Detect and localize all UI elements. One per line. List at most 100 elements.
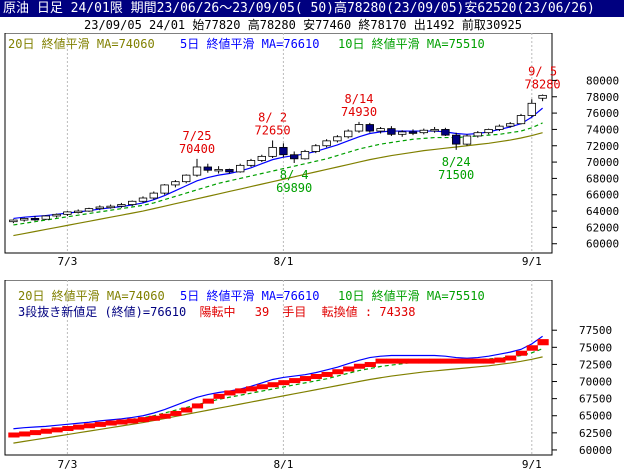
info-unit: 手目 — [282, 305, 306, 319]
newprice-brick — [310, 374, 322, 379]
newprice-brick — [505, 355, 517, 361]
y-tick-label: 72500 — [579, 358, 612, 371]
y-tick-label: 70000 — [579, 376, 612, 389]
lower-grid — [66, 280, 533, 455]
newprice-brick — [170, 410, 182, 416]
newprice-brick — [483, 358, 495, 364]
newprice-brick — [386, 358, 398, 364]
x-tick-label: 9/1 — [522, 458, 542, 471]
ma5-line — [13, 335, 543, 430]
candle-body — [138, 197, 148, 202]
y-tick-label: 70000 — [586, 156, 619, 169]
y-tick-label: 66000 — [586, 189, 619, 202]
newprice-brick — [40, 428, 52, 434]
candle-body — [74, 210, 83, 213]
newprice-brick — [537, 339, 549, 346]
candle-body — [246, 160, 256, 166]
candle-body — [30, 218, 40, 221]
newprice-brick — [224, 390, 236, 396]
annotation-price: 78280 — [525, 77, 561, 91]
candle-body — [484, 129, 493, 134]
candle-body — [387, 128, 396, 135]
annotation-date: 9/ 5 — [528, 64, 557, 78]
candle-body — [365, 124, 374, 132]
candle-body — [117, 204, 126, 207]
candle-body — [527, 102, 536, 116]
newprice-brick — [451, 358, 463, 364]
lower-bricks — [8, 339, 549, 438]
newprice-brick — [213, 393, 225, 399]
newprice-brick — [289, 378, 301, 384]
lower-legend-ma10: 10日 終値平滑 MA=75510 — [338, 288, 485, 303]
candle-body — [311, 145, 320, 152]
newprice-brick — [299, 376, 312, 382]
candle-body — [300, 151, 310, 160]
newprice-brick — [321, 371, 333, 377]
candle-body — [257, 155, 266, 161]
candle-body — [538, 94, 547, 99]
newprice-brick — [256, 384, 268, 390]
chart-title-bar: 原油 日足 24/01限 期間23/06/26〜23/09/05( 50)高78… — [0, 0, 624, 17]
annotation-date: 8/ 4 — [280, 168, 309, 182]
candle-body — [9, 219, 18, 223]
newprice-brick — [526, 345, 538, 351]
lower-y-axis: 60000 62500 65000 67500 70000 72500 75000 77500 — [552, 324, 612, 457]
y-tick-label: 62000 — [586, 221, 619, 234]
y-tick-label: 76000 — [586, 107, 619, 120]
newprice-brick — [62, 426, 74, 431]
newprice-brick — [105, 420, 117, 426]
upper-candles — [9, 94, 547, 224]
newprice-brick — [29, 430, 42, 436]
y-tick-label: 67500 — [579, 393, 612, 406]
upper-legend-ma20: 20日 終値平滑 MA=74060 — [8, 36, 155, 51]
candle-body — [268, 146, 277, 157]
summary-text: 23/09/05 24/01 始77820 高78280 安77460 終781… — [84, 18, 523, 32]
newprice-brick — [407, 358, 420, 364]
newprice-brick — [429, 358, 441, 364]
newprice-brick — [181, 407, 193, 413]
newprice-brick — [418, 358, 430, 364]
lower-info-line: 3段抜き新値足 (終値)=76610 陽転中 39 手目 転換値 : 74338 — [18, 304, 415, 319]
y-tick-label: 77500 — [579, 324, 612, 337]
candle-body — [192, 166, 202, 176]
newprice-brick — [127, 418, 139, 424]
x-tick-label: 7/3 — [57, 255, 77, 268]
newprice-brick — [8, 432, 20, 438]
ma20-line — [13, 132, 543, 237]
x-tick-label: 8/1 — [273, 255, 293, 268]
newprice-brick — [235, 388, 247, 394]
candle-body — [106, 205, 115, 209]
newprice-brick — [515, 350, 528, 356]
y-tick-label: 80000 — [586, 74, 619, 87]
newprice-brick — [353, 363, 366, 369]
newprice-brick — [375, 358, 387, 364]
annotation-price: 69890 — [276, 181, 312, 195]
y-tick-label: 78000 — [586, 91, 619, 104]
info-reversal: 転換値 : 74338 — [322, 304, 416, 319]
y-tick-label: 74000 — [586, 123, 619, 136]
newprice-brick — [267, 382, 279, 388]
summary-bar: 23/09/05 24/01 始77820 高78280 安77460 終781… — [0, 17, 624, 33]
ma20-line — [13, 356, 543, 444]
annotation-date: 8/24 — [442, 155, 471, 169]
upper-x-axis: 7/3 8/1 9/1 — [57, 255, 541, 268]
candle-body — [279, 146, 288, 156]
info-status: 陽転中 — [199, 304, 235, 319]
candle-body — [171, 181, 180, 186]
candle-body — [376, 128, 385, 132]
y-tick-label: 60000 — [579, 444, 612, 457]
newprice-brick — [191, 403, 204, 409]
candle-body — [182, 174, 191, 183]
annotation-price: 74930 — [341, 105, 377, 119]
candle-body — [333, 136, 342, 142]
newprice-brick — [94, 421, 106, 427]
newprice-brick — [472, 358, 484, 364]
candle-body — [290, 154, 299, 160]
candle-body — [149, 192, 158, 199]
candle-body — [462, 135, 472, 145]
candle-body — [84, 208, 94, 212]
y-tick-label: 64000 — [586, 205, 619, 218]
x-tick-label: 7/3 — [57, 458, 77, 471]
candle-body — [214, 169, 223, 172]
